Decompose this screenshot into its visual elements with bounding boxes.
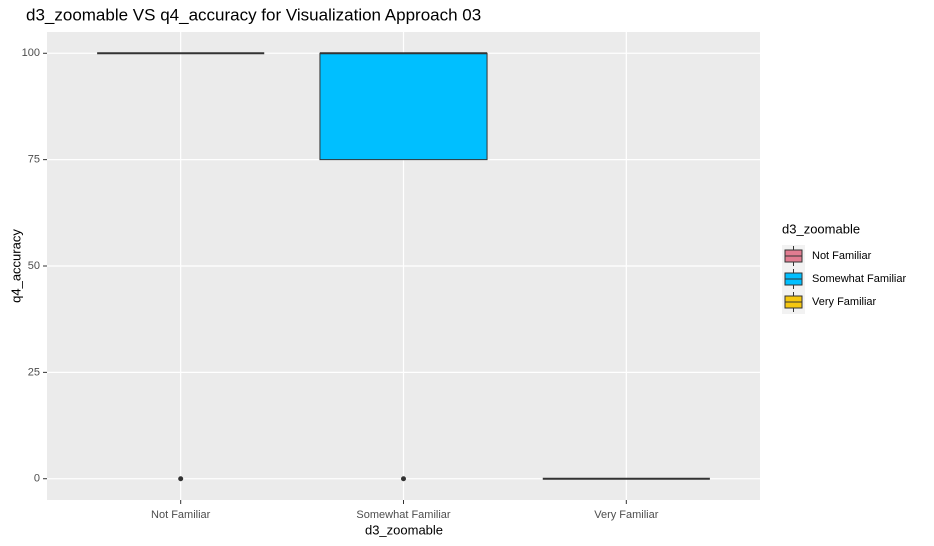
y-tick-label: 25 <box>28 366 40 378</box>
legend: Not Familiar Somewhat Familiar Very Famili… <box>782 245 906 314</box>
y-tick-label: 100 <box>22 47 40 59</box>
grid <box>47 32 760 500</box>
legend-title: d3_zoomable <box>782 221 860 236</box>
y-tick-label: 50 <box>28 260 40 272</box>
legend-label: Not Familiar <box>812 250 872 262</box>
y-axis-label: q4_accuracy <box>8 229 23 303</box>
chart-title: d3_zoomable VS q4_accuracy for Visualiza… <box>26 5 481 24</box>
y-tick-label: 0 <box>34 473 40 485</box>
outlier <box>401 476 406 482</box>
marks <box>97 52 710 482</box>
outlier <box>178 476 184 482</box>
x-axis-label: d3_zoomable <box>365 522 443 537</box>
x-tick-label: Very Familiar <box>594 509 659 521</box>
x-tick-label: Somewhat Familiar <box>356 509 450 521</box>
legend-label: Somewhat Familiar <box>812 273 906 285</box>
x-tick-label: Not Familiar <box>151 509 211 521</box>
box <box>319 52 488 161</box>
y-tick-label: 75 <box>28 154 40 166</box>
legend-label: Very Familiar <box>812 296 877 308</box>
